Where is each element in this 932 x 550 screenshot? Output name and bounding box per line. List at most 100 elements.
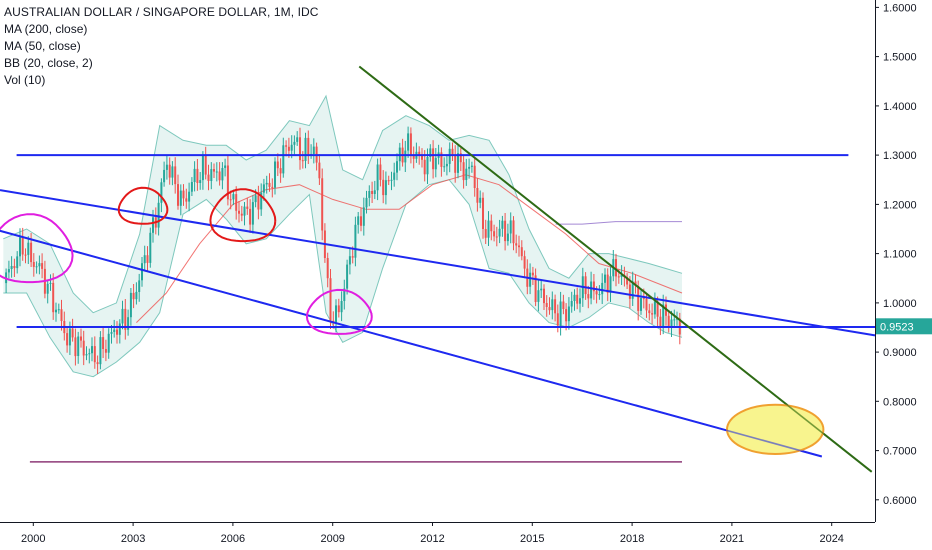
magenta-circle-2[interactable] (305, 288, 373, 335)
candle-body (304, 137, 307, 161)
candle-body (617, 276, 620, 278)
candle-body (99, 337, 102, 365)
candle-body (673, 319, 676, 321)
trendline-blue-2[interactable] (0, 189, 876, 337)
candlesticks (5, 126, 681, 374)
candle-body (13, 266, 16, 269)
candle-body (299, 137, 301, 161)
y-tick-label: 1.3000 (883, 150, 917, 162)
candle-body (143, 255, 146, 264)
magenta-circle-1[interactable] (0, 213, 74, 284)
candle-body (285, 145, 288, 147)
current-price-label: 0.9523 (876, 318, 932, 335)
candle-body (540, 288, 543, 291)
candle-body (357, 216, 360, 225)
candle-body (32, 262, 35, 267)
current-price-text: 0.9523 (880, 321, 914, 333)
candle-body (293, 141, 296, 145)
candle-body (296, 137, 299, 142)
candle-body (240, 213, 243, 216)
x-tick-label: 2024 (819, 533, 843, 545)
candle-body (16, 256, 19, 269)
indicator-ma50[interactable]: MA (50, close) (4, 39, 81, 53)
bollinger-bands (3, 94, 683, 378)
candle-body (384, 180, 387, 196)
candle-body (567, 306, 570, 322)
candle-body (141, 263, 143, 281)
candle-body (129, 292, 132, 318)
candle-body (146, 255, 149, 263)
candle-body (213, 169, 215, 172)
candle-body (135, 291, 138, 300)
candle-body (484, 229, 487, 238)
candle-body (590, 281, 593, 299)
candle-body (274, 161, 276, 188)
symbol-title[interactable]: AUSTRALIAN DOLLAR / SINGAPORE DOLLAR, 1M… (4, 5, 319, 19)
bb-lower-line (3, 179, 683, 378)
candle-body (30, 242, 33, 263)
drawings (0, 65, 876, 473)
candle-body (118, 323, 121, 335)
candle-body (340, 301, 343, 313)
x-tick-label: 2015 (520, 533, 544, 545)
candle-body (445, 163, 448, 167)
candle-body (562, 301, 565, 309)
candle-body (346, 264, 349, 289)
candle-body (631, 281, 634, 299)
target-zone-ellipse[interactable] (726, 403, 825, 455)
candle-body (348, 256, 351, 265)
candle-body (215, 171, 218, 173)
candle-body (487, 220, 490, 238)
indicator-bb[interactable]: BB (20, close, 2) (4, 56, 93, 70)
bb-upper-line (3, 94, 683, 314)
candle-body (376, 164, 379, 191)
candle-body (620, 274, 623, 277)
indicator-ma200[interactable]: MA (200, close) (4, 22, 88, 36)
candle-body (473, 165, 476, 188)
candle-body (432, 148, 435, 170)
candle-body (418, 151, 421, 156)
candle-body (548, 307, 551, 311)
candle-body (518, 245, 520, 248)
candle-body (490, 220, 493, 232)
candle-body (523, 256, 526, 269)
candle-body (409, 133, 412, 156)
candle-body (468, 166, 471, 169)
candle-body (57, 309, 60, 311)
moving-averages (136, 174, 683, 323)
candle-body (113, 329, 116, 332)
red-circle-2[interactable] (209, 188, 277, 243)
candle-body (204, 155, 207, 175)
candle-body (423, 159, 426, 175)
y-tick-label: 1.1000 (883, 249, 917, 261)
candle-body (606, 274, 609, 293)
red-circle-1[interactable] (117, 186, 169, 225)
candle-body (226, 165, 229, 200)
candle-body (265, 182, 268, 185)
candle-body (670, 319, 673, 328)
candle-body (254, 195, 257, 203)
candle-body (365, 197, 368, 208)
x-tick-label: 2000 (21, 533, 45, 545)
candle-body (104, 349, 107, 353)
candle-body (290, 144, 293, 151)
candle-body (351, 256, 354, 258)
candle-body (504, 220, 507, 242)
candle-body (648, 310, 651, 314)
candle-body (495, 236, 498, 238)
candle-body (52, 282, 55, 313)
candle-body (545, 303, 548, 307)
indicator-vol[interactable]: Vol (10) (4, 73, 46, 87)
candle-body (451, 148, 454, 155)
candle-body (182, 190, 185, 199)
candle-body (276, 161, 279, 169)
candle-body (193, 168, 196, 182)
candle-body (190, 182, 193, 192)
candle-body (329, 278, 332, 321)
candle-body (243, 206, 246, 216)
candle-body (579, 298, 581, 304)
candle-body (412, 156, 415, 159)
candle-body (218, 171, 221, 181)
candle-body (110, 332, 113, 334)
